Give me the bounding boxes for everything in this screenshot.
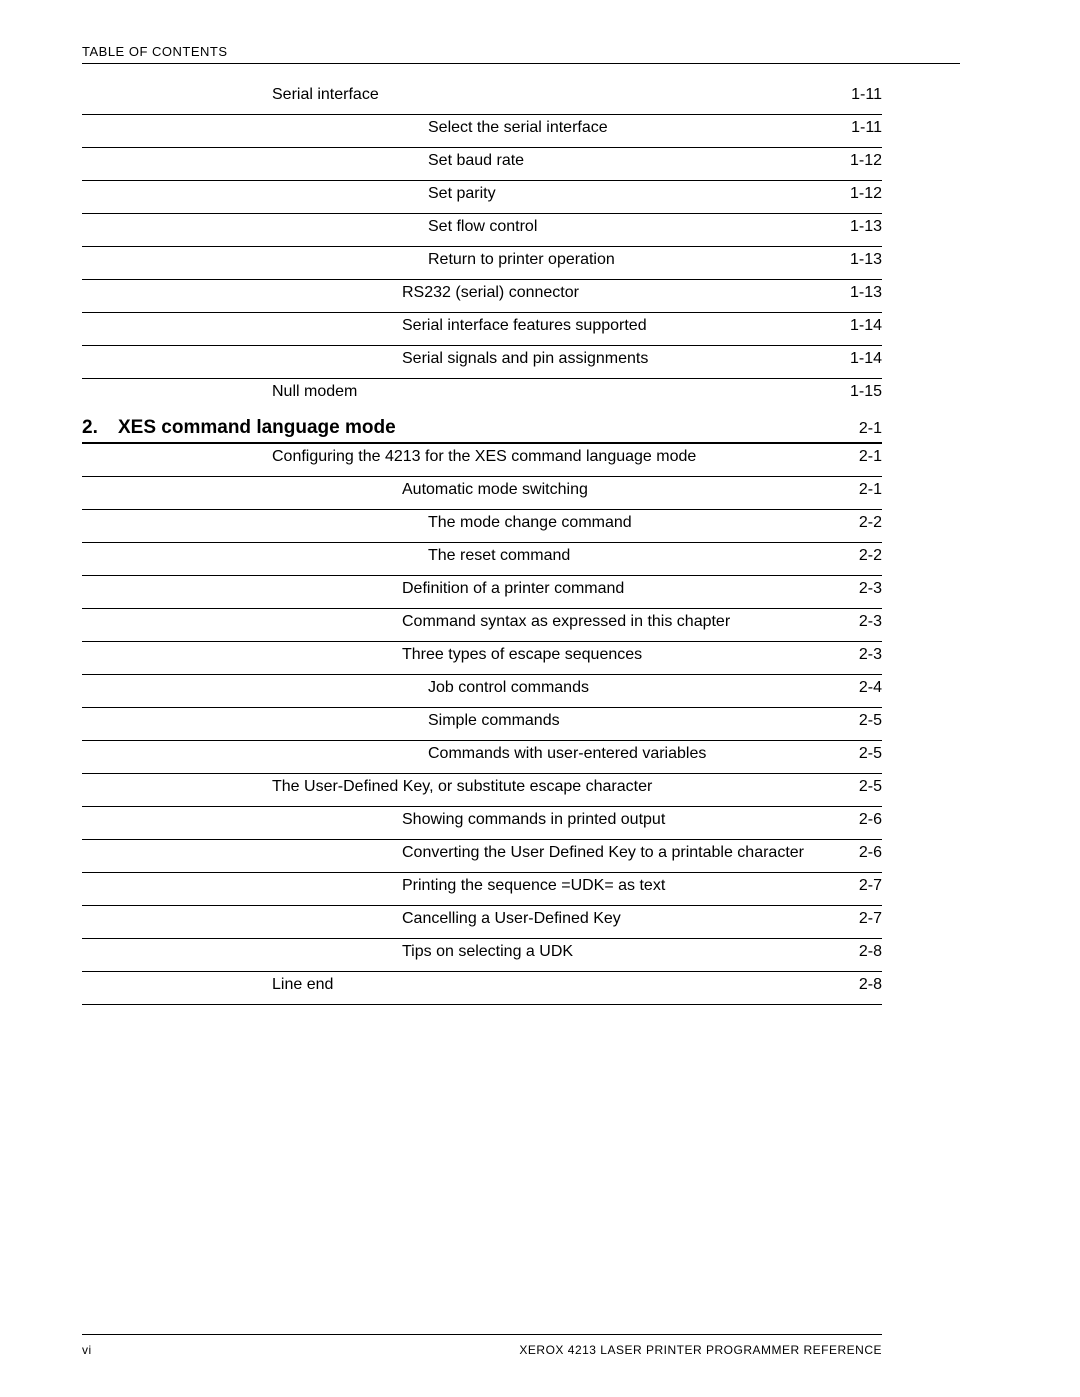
toc-entry-label: Definition of a printer command <box>402 580 834 598</box>
toc-entry-page: 2-1 <box>834 448 882 466</box>
toc-entry-label: Commands with user-entered variables <box>428 745 834 763</box>
toc-entry-page: 1-11 <box>834 86 882 104</box>
toc-entry-label: Automatic mode switching <box>402 481 834 499</box>
toc-entry: Return to printer operation1-13 <box>82 247 882 280</box>
toc-entry: Null modem1-15 <box>82 379 882 411</box>
footer-page-number: vi <box>82 1343 92 1357</box>
toc-entry-label: Three types of escape sequences <box>402 646 834 664</box>
toc-entry-page: 2-8 <box>834 943 882 961</box>
toc-entry-page: 2-3 <box>834 646 882 664</box>
toc-entry-label: Serial interface features supported <box>402 317 834 335</box>
toc-entry-page: 2-1 <box>834 481 882 499</box>
toc-entry-label: Serial signals and pin assignments <box>402 350 834 368</box>
toc-entry-label: Converting the User Defined Key to a pri… <box>402 844 834 862</box>
toc-entry: The mode change command2-2 <box>82 510 882 543</box>
toc-entry-label: Serial interface <box>272 86 834 104</box>
toc-entry: Serial interface features supported1-14 <box>82 313 882 346</box>
toc-entry-label: Null modem <box>272 383 834 401</box>
toc-entry-page: 2-6 <box>834 844 882 862</box>
toc-entry: Three types of escape sequences2-3 <box>82 642 882 675</box>
chapter-number: 2. <box>82 417 118 439</box>
toc-entry: Job control commands2-4 <box>82 675 882 708</box>
toc-entry-label: RS232 (serial) connector <box>402 284 834 302</box>
toc-entry-page: 2-3 <box>834 613 882 631</box>
footer-divider <box>82 1334 882 1335</box>
toc-entry: Configuring the 4213 for the XES command… <box>82 444 882 477</box>
toc-entry-page: 2-5 <box>834 745 882 763</box>
toc-entry: Set baud rate1-12 <box>82 148 882 181</box>
toc-entry-page: 2-5 <box>834 712 882 730</box>
page-footer: vi XEROX 4213 LASER PRINTER PROGRAMMER R… <box>82 1343 882 1357</box>
toc-entry-page: 2-8 <box>834 976 882 994</box>
toc-entry: Showing commands in printed output2-6 <box>82 807 882 840</box>
toc-entry-page: 2-7 <box>834 877 882 895</box>
toc-entry-page: 1-12 <box>834 152 882 170</box>
toc-entry: Simple commands2-5 <box>82 708 882 741</box>
toc-entry-page: 2-6 <box>834 811 882 829</box>
toc-entry-label: Cancelling a User-Defined Key <box>402 910 834 928</box>
toc-entry-page: 2-5 <box>834 778 882 796</box>
toc-entry-page: 2-3 <box>834 580 882 598</box>
toc-entry: Printing the sequence =UDK= as text2-7 <box>82 873 882 906</box>
toc-entry-label: Printing the sequence =UDK= as text <box>402 877 834 895</box>
toc-entry: Set parity1-12 <box>82 181 882 214</box>
toc-entry-page: 1-14 <box>834 350 882 368</box>
toc-entry-page: 1-14 <box>834 317 882 335</box>
toc-entry-label: Configuring the 4213 for the XES command… <box>272 448 834 466</box>
toc-entry: Command syntax as expressed in this chap… <box>82 609 882 642</box>
toc-entry: Line end2-8 <box>82 972 882 1005</box>
toc-entry-page: 1-15 <box>834 383 882 401</box>
toc-entry: Tips on selecting a UDK2-8 <box>82 939 882 972</box>
toc-entry: Cancelling a User-Defined Key2-7 <box>82 906 882 939</box>
toc-entry-page: 2-2 <box>834 547 882 565</box>
chapter-page: 2-1 <box>834 420 882 438</box>
toc-entry: RS232 (serial) connector1-13 <box>82 280 882 313</box>
toc-entry-label: The User-Defined Key, or substitute esca… <box>272 778 834 796</box>
toc-entry-label: Set parity <box>428 185 834 203</box>
toc-entry-label: Select the serial interface <box>428 119 834 137</box>
toc-entry-page: 2-2 <box>834 514 882 532</box>
toc-entry-page: 1-13 <box>834 284 882 302</box>
toc-entry: Converting the User Defined Key to a pri… <box>82 840 882 873</box>
toc-entry: Set flow control1-13 <box>82 214 882 247</box>
toc-entry-label: The mode change command <box>428 514 834 532</box>
footer-title: XEROX 4213 LASER PRINTER PROGRAMMER REFE… <box>519 1343 882 1357</box>
toc-entry: Definition of a printer command2-3 <box>82 576 882 609</box>
toc-entry-label: Return to printer operation <box>428 251 834 269</box>
toc-entry: Serial interface1-11 <box>82 82 882 115</box>
toc-entry-label: Set baud rate <box>428 152 834 170</box>
toc-entry-page: 1-13 <box>834 251 882 269</box>
page-header: TABLE OF CONTENTS <box>82 44 960 64</box>
document-page: TABLE OF CONTENTS Serial interface1-11Se… <box>0 0 1080 1397</box>
toc-entry-label: Command syntax as expressed in this chap… <box>402 613 834 631</box>
toc-entry-page: 1-12 <box>834 185 882 203</box>
toc-entry-label: The reset command <box>428 547 834 565</box>
toc-entry: Serial signals and pin assignments1-14 <box>82 346 882 379</box>
toc-entry-label: Line end <box>272 976 834 994</box>
toc-entry-page: 1-13 <box>834 218 882 236</box>
toc-entry: The User-Defined Key, or substitute esca… <box>82 774 882 807</box>
toc-entry-label: Tips on selecting a UDK <box>402 943 834 961</box>
toc-entry-page: 2-7 <box>834 910 882 928</box>
toc-entry: Select the serial interface1-11 <box>82 115 882 148</box>
toc-entry-label: Showing commands in printed output <box>402 811 834 829</box>
chapter-title: XES command language mode <box>118 417 834 439</box>
chapter-heading: 2.XES command language mode2-1 <box>82 411 882 444</box>
toc-entry-page: 2-4 <box>834 679 882 697</box>
toc-entry: Automatic mode switching2-1 <box>82 477 882 510</box>
toc-entry: Commands with user-entered variables2-5 <box>82 741 882 774</box>
toc-entry-page: 1-11 <box>834 119 882 137</box>
toc-content: Serial interface1-11Select the serial in… <box>82 82 882 1005</box>
toc-entry-label: Simple commands <box>428 712 834 730</box>
toc-entry-label: Set flow control <box>428 218 834 236</box>
toc-entry: The reset command2-2 <box>82 543 882 576</box>
toc-entry-label: Job control commands <box>428 679 834 697</box>
